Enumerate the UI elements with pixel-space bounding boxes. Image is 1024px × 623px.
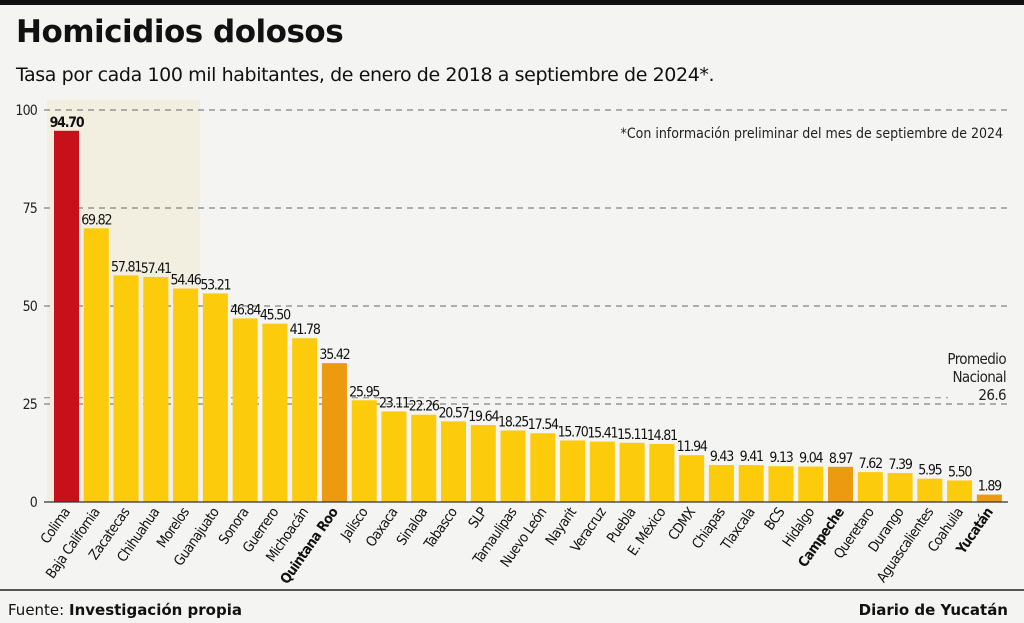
bar [321, 363, 347, 502]
bar [232, 318, 258, 502]
chart-subtitle: Tasa por cada 100 mil habitantes, de ene… [16, 64, 715, 86]
reference-label: Nacional [952, 368, 1006, 386]
bar-value-label: 14.81 [647, 428, 677, 444]
bar-value-label: 19.64 [468, 409, 499, 425]
bar [292, 338, 318, 502]
bar [917, 478, 943, 502]
y-tick-label: 0 [30, 495, 38, 511]
bar-value-label: 35.42 [319, 347, 349, 363]
bar-value-label: 57.81 [111, 259, 141, 275]
bar [173, 288, 199, 502]
x-tick-label: SLP [466, 504, 492, 531]
bar-value-label: 25.95 [349, 384, 379, 400]
bar-value-label: 17.54 [528, 417, 559, 433]
bar [679, 455, 705, 502]
source-credit: Fuente: Investigación propia [8, 601, 242, 619]
bar [262, 323, 288, 502]
bar [202, 293, 228, 502]
bar-value-label: 15.11 [617, 427, 647, 443]
bar [113, 275, 139, 502]
bar-value-label: 5.95 [918, 463, 941, 479]
bar [976, 494, 1002, 502]
bar [441, 421, 467, 502]
bar [589, 441, 615, 502]
y-tick-label: 100 [15, 103, 37, 119]
bar-value-label: 7.39 [888, 457, 912, 473]
source-value: Investigación propia [69, 601, 242, 619]
bar-value-label: 8.97 [829, 451, 852, 467]
bar [470, 425, 496, 502]
top-rule [0, 0, 1024, 5]
bar-value-label: 94.70 [50, 115, 85, 131]
chart-note: *Con información preliminar del mes de s… [621, 126, 1003, 142]
bar [828, 466, 854, 502]
bar-value-label: 18.25 [498, 414, 528, 430]
footer-divider [0, 589, 1024, 591]
bar-value-label: 1.89 [978, 479, 1002, 495]
chart-title: Homicidios dolosos [16, 14, 344, 50]
bar [530, 433, 556, 502]
bar-value-label: 5.50 [948, 464, 972, 480]
bar-value-label: 45.50 [260, 308, 291, 324]
bar-value-label: 9.13 [769, 450, 792, 466]
brand-name: Diario de Yucatán [858, 601, 1008, 619]
y-tick-label: 50 [23, 299, 38, 315]
bar [381, 411, 407, 502]
bar-value-label: 57.41 [141, 261, 171, 277]
bar-value-label: 15.41 [587, 426, 617, 442]
bar [143, 276, 169, 502]
reference-label: 26.6 [978, 386, 1006, 404]
bar [857, 472, 883, 502]
reference-label: Promedio [947, 350, 1006, 368]
bar-value-label: 53.21 [200, 277, 230, 293]
bar [708, 465, 734, 502]
bar-value-label: 54.46 [171, 273, 202, 289]
bar-value-label: 9.41 [740, 449, 763, 465]
bar [887, 473, 913, 502]
x-tick-label: BCS [762, 505, 789, 534]
bar-value-label: 69.82 [81, 212, 111, 228]
bar [500, 430, 526, 502]
bar-value-label: 9.04 [799, 451, 823, 467]
bar-value-label: 46.84 [230, 302, 261, 318]
x-tick-label: Oaxaca [363, 505, 401, 550]
source-label: Fuente: [8, 601, 65, 619]
bar-value-label: 22.26 [409, 399, 440, 415]
bar-value-label: 7.62 [859, 456, 882, 472]
bar-value-label: 20.57 [438, 405, 468, 421]
bar [83, 228, 109, 502]
bar [947, 480, 973, 502]
bar [560, 440, 586, 502]
bar-value-label: 15.70 [558, 424, 589, 440]
y-tick-label: 75 [23, 201, 37, 217]
bar-value-label: 41.78 [290, 322, 321, 338]
bar [411, 414, 437, 502]
bar [54, 130, 79, 502]
bar-value-label: 9.43 [710, 449, 733, 465]
bar [768, 466, 794, 502]
y-tick-label: 25 [23, 397, 37, 413]
bar [619, 442, 645, 502]
bar [351, 400, 377, 502]
bar [649, 443, 675, 502]
bar [738, 465, 764, 502]
bar-value-label: 23.11 [379, 395, 409, 411]
bar [798, 466, 824, 502]
bar-value-label: 11.94 [677, 439, 708, 455]
